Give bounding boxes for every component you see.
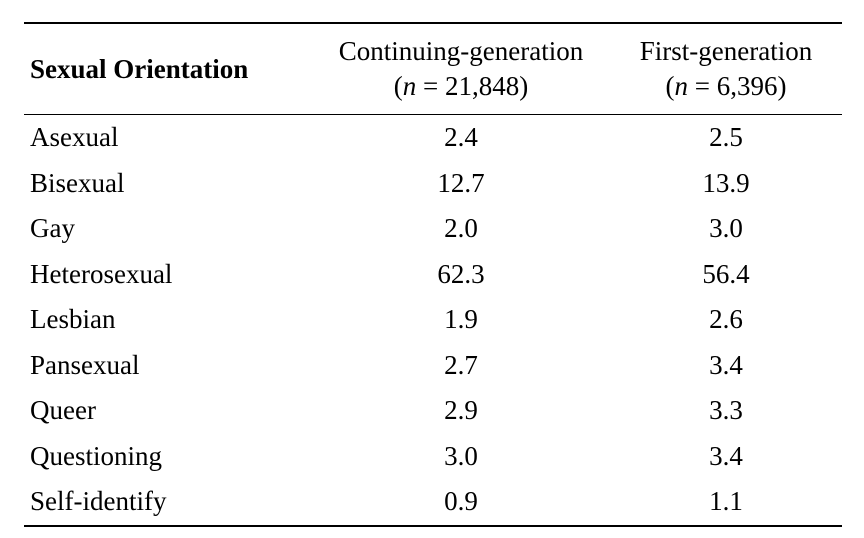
header-continuing-generation: Continuing-generation (n = 21,848) — [312, 22, 610, 115]
first-value: 2.6 — [709, 304, 743, 335]
header-sexual-orientation: Sexual Orientation — [24, 22, 312, 115]
header-first-generation: First-generation (n = 6,396) — [610, 22, 842, 115]
table-row: Self-identify 0.9 1.1 — [24, 479, 842, 527]
table-row: Gay 2.0 3.0 — [24, 206, 842, 252]
table-row: Asexual 2.4 2.5 — [24, 115, 842, 161]
sexual-orientation-table: Sexual Orientation Continuing-generation… — [24, 22, 842, 527]
header-continuing-n-value: = 21,848) — [423, 71, 529, 101]
header-first-n-value: = 6,396) — [694, 71, 787, 101]
header-first-n: (n = 6,396) — [665, 71, 787, 101]
row-label: Questioning — [30, 440, 162, 471]
row-label: Asexual — [30, 122, 119, 153]
row-label: Heterosexual — [30, 258, 173, 289]
first-value: 13.9 — [702, 167, 750, 198]
table-row: Lesbian 1.9 2.6 — [24, 297, 842, 343]
first-value: 2.5 — [709, 122, 743, 153]
continuing-value: 2.4 — [444, 122, 478, 153]
orientation-table-container: Sexual Orientation Continuing-generation… — [24, 22, 842, 527]
continuing-value: 2.0 — [444, 213, 478, 244]
table-row: Queer 2.9 3.3 — [24, 388, 842, 434]
table-row: Questioning 3.0 3.4 — [24, 434, 842, 480]
continuing-value: 3.0 — [444, 440, 478, 471]
header-first-title: First-generation — [639, 36, 813, 66]
continuing-value: 1.9 — [444, 304, 478, 335]
header-continuing-n: (n = 21,848) — [393, 71, 529, 101]
table-body: Asexual 2.4 2.5 Bisexual 12.7 13.9 Gay 2… — [24, 115, 842, 527]
continuing-value: 2.9 — [444, 395, 478, 426]
row-label: Self-identify — [24, 479, 312, 527]
first-value: 3.0 — [709, 213, 743, 244]
header-row: Sexual Orientation Continuing-generation… — [24, 22, 842, 115]
continuing-value: 12.7 — [437, 167, 485, 198]
first-value: 1.1 — [610, 479, 842, 527]
table-row: Heterosexual 62.3 56.4 — [24, 252, 842, 298]
header-continuing-title: Continuing-generation — [338, 36, 584, 66]
first-value: 56.4 — [702, 258, 750, 289]
row-label: Bisexual — [30, 167, 125, 198]
table-row: Pansexual 2.7 3.4 — [24, 343, 842, 389]
header-first-n-var: n — [674, 71, 689, 101]
row-label: Pansexual — [30, 349, 140, 380]
first-value: 3.3 — [709, 395, 743, 426]
header-continuing-n-var: n — [402, 71, 417, 101]
row-label: Queer — [30, 395, 96, 426]
first-value: 3.4 — [709, 440, 743, 471]
table-row: Bisexual 12.7 13.9 — [24, 161, 842, 207]
row-label: Lesbian — [30, 304, 116, 335]
table-header: Sexual Orientation Continuing-generation… — [24, 22, 842, 115]
continuing-value: 62.3 — [437, 258, 485, 289]
row-label: Gay — [30, 213, 75, 244]
continuing-value: 2.7 — [444, 349, 478, 380]
continuing-value: 0.9 — [312, 479, 610, 527]
first-value: 3.4 — [709, 349, 743, 380]
